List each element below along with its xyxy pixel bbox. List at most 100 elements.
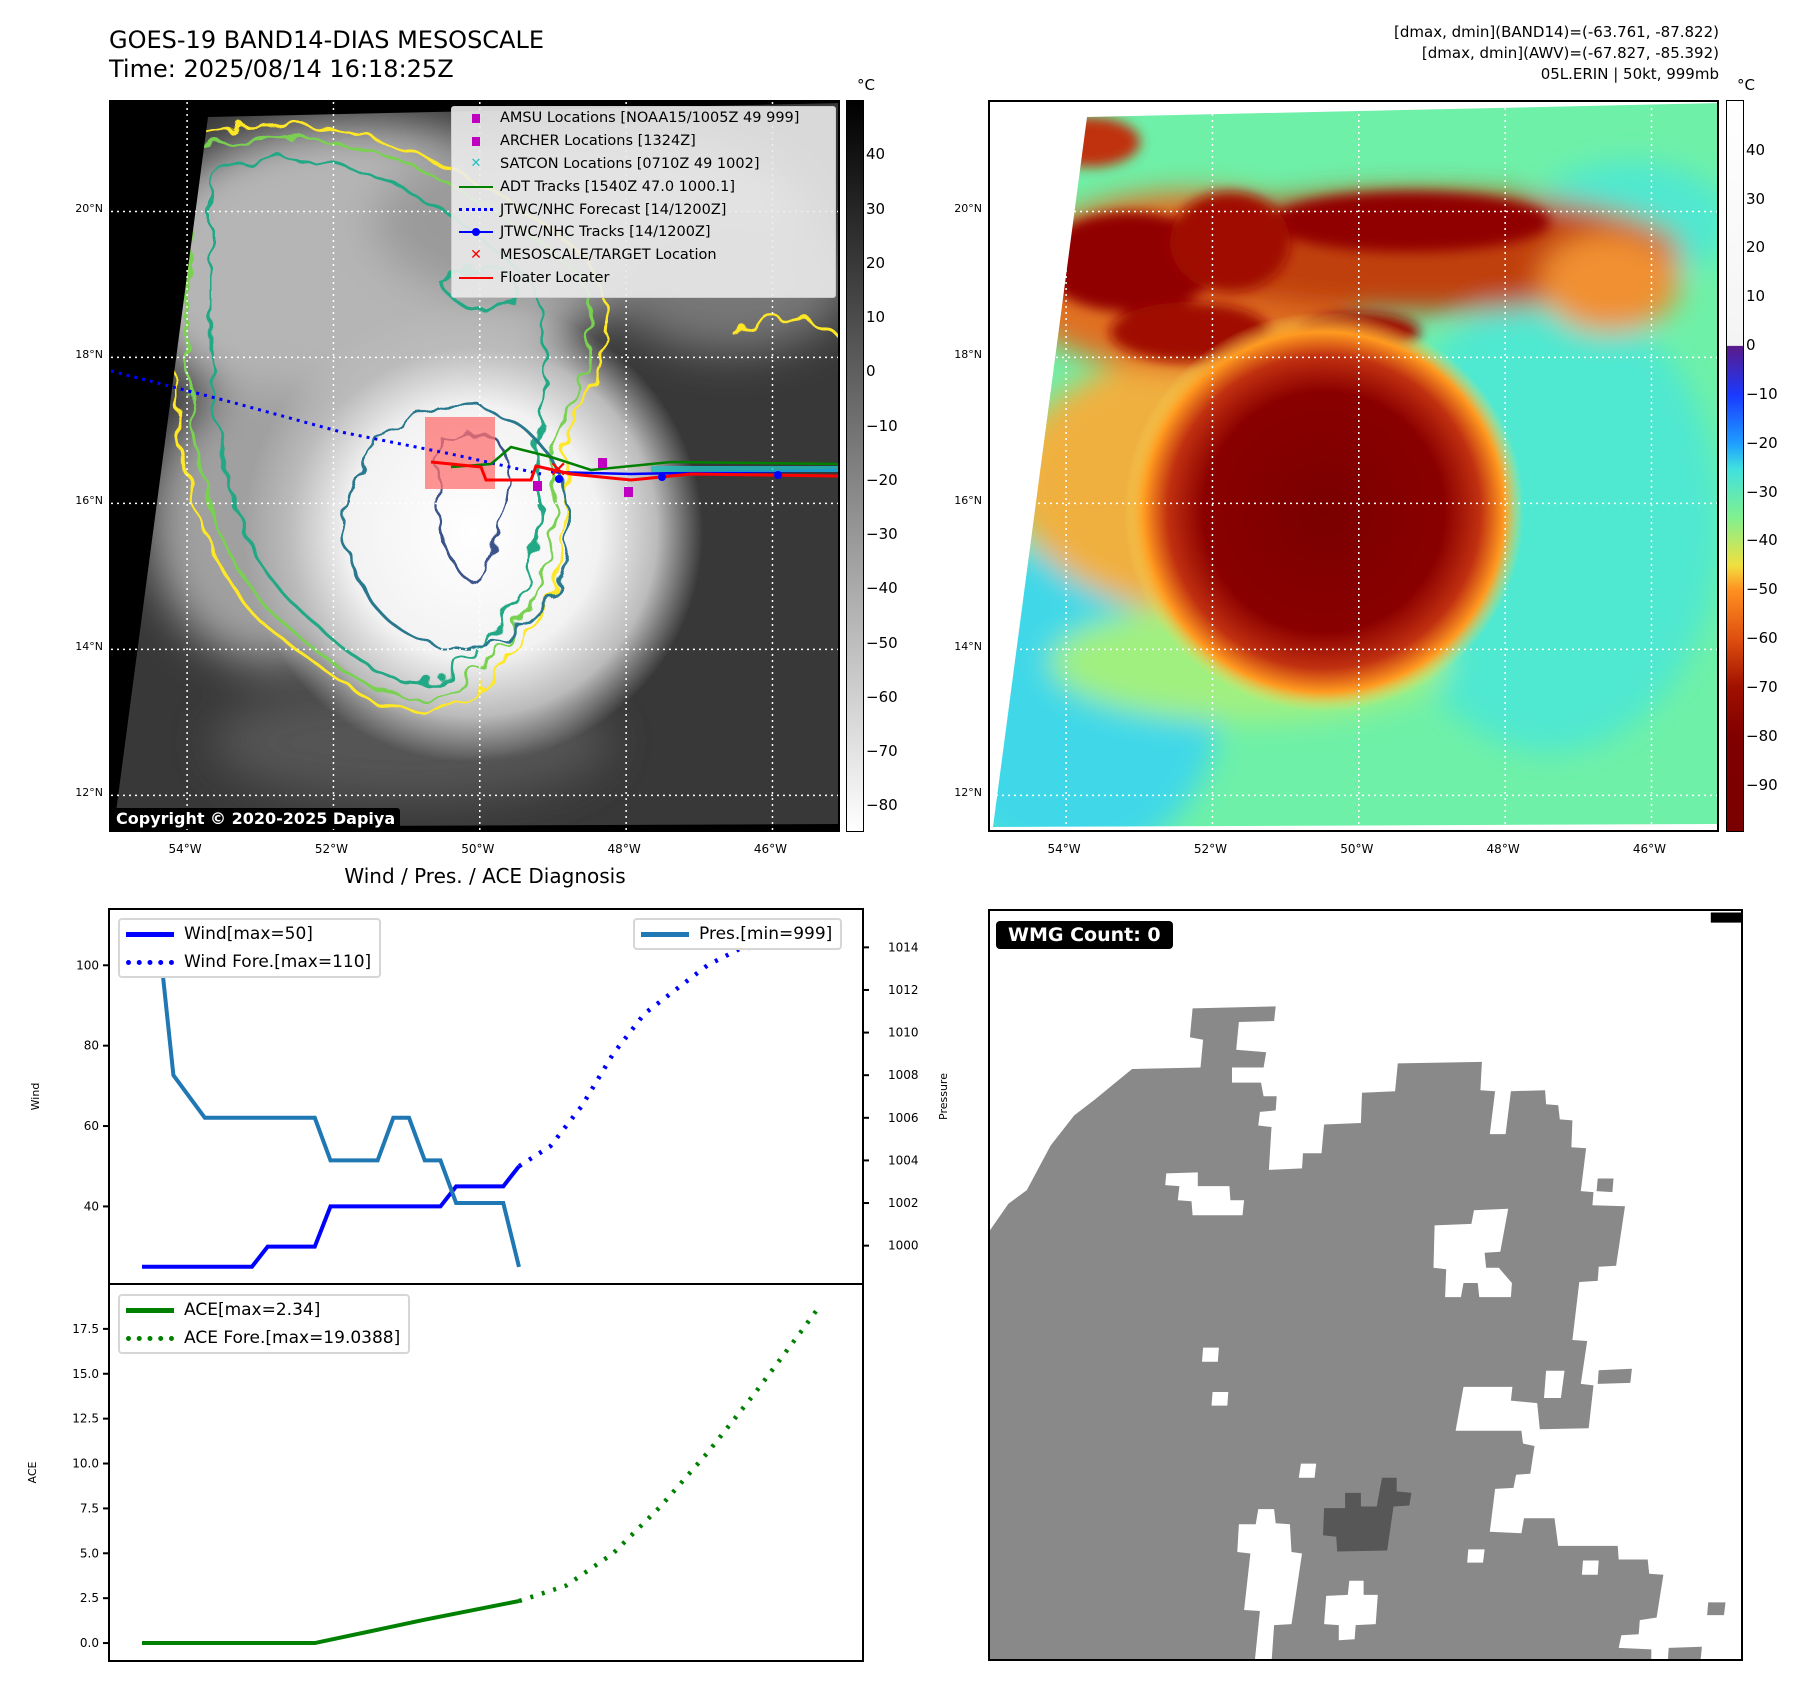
cyan-x-icon: ✕ — [470, 156, 482, 172]
legend-item: AMSU Locations [NOAA15/1005Z 49 999] — [452, 107, 835, 130]
legend-label: Wind Fore.[max=110] — [184, 952, 372, 972]
legend-item: ✕ MESOSCALE/TARGET Location — [452, 244, 835, 267]
lat-tick-label: 20°N — [954, 202, 982, 216]
chart-frame — [108, 1283, 864, 1662]
colorbar-tick-label: 10 — [1746, 287, 1766, 306]
colorbar-tick-label: −20 — [866, 470, 898, 489]
colorbar-tick-label: 20 — [1746, 238, 1766, 257]
y-tick-label: 17.5 — [72, 1322, 99, 1336]
lat-tick-label: 18°N — [75, 348, 103, 362]
y2-axis-label: Pressure — [937, 1073, 950, 1120]
colorbar-tick-label: 20 — [866, 253, 886, 272]
colorbar-tick-label: 40 — [866, 145, 886, 164]
series-aceline — [141, 1599, 520, 1646]
colorbar-unit: °C — [1737, 76, 1755, 94]
y-tick-label: 2.5 — [80, 1591, 99, 1605]
wmg-clear-patch — [1581, 1560, 1599, 1575]
colorbar-tick-label: −40 — [1746, 531, 1778, 550]
wmg-clear-patch — [1165, 1172, 1245, 1216]
legend-item: ARCHER Locations [1324Z] — [452, 130, 835, 153]
y-tick-label: 10.0 — [72, 1457, 99, 1471]
legend-wind-fore: Wind Fore.[max=110] — [120, 948, 379, 976]
lat-tick-label: 12°N — [954, 786, 982, 800]
colorbar-tick-label: 40 — [1746, 140, 1766, 159]
wmg-region — [990, 1006, 1664, 1659]
copyright-label: Copyright © 2020-2025 Dapiya — [111, 808, 401, 829]
colorbar-tick-label: −90 — [1746, 775, 1778, 794]
y2-tick-label: 1010 — [888, 1026, 919, 1040]
red-x-icon: ✕ — [470, 247, 482, 264]
legend-label: AMSU Locations [NOAA15/1005Z 49 999] — [500, 110, 800, 127]
y2-tick-label: 1000 — [888, 1239, 919, 1253]
lat-tick-label: 14°N — [75, 640, 103, 654]
green-line-icon — [452, 185, 500, 188]
legend-ace-fore: ACE Fore.[max=19.0388] — [120, 1324, 408, 1352]
lon-tick-label: 46°W — [1632, 842, 1667, 856]
info-storm: 05L.ERIN | 50kt, 999mb — [1540, 65, 1719, 83]
legend-label: ACE Fore.[max=19.0388] — [184, 1328, 401, 1348]
legend-wind: Wind[max=50] — [120, 920, 379, 948]
lat-tick-label: 16°N — [954, 494, 982, 508]
wind-legend: Wind[max=50] Wind Fore.[max=110] — [118, 918, 382, 978]
lon-tick-label: 52°W — [1193, 842, 1227, 856]
y-tick-label: 0.0 — [80, 1636, 99, 1650]
lon-tick-label: 50°W — [461, 842, 495, 856]
legend-item: ADT Tracks [1540Z 47.0 1000.1] — [452, 175, 835, 198]
blue-dotted-line-icon — [452, 208, 500, 212]
red-line-icon — [452, 276, 500, 279]
colorbar-tick-label: −80 — [866, 796, 898, 815]
y-tick-label: 15.0 — [72, 1367, 99, 1381]
wmg-clear-patch — [1202, 1347, 1219, 1362]
ir-color-map — [988, 100, 1719, 832]
y2-tick-label: 1008 — [888, 1068, 919, 1082]
legend-item: JTWC/NHC Tracks [14/1200Z] — [452, 221, 835, 244]
y-tick-label: 40 — [84, 1199, 99, 1213]
wmg-clear-patch — [1467, 1549, 1485, 1563]
lon-tick-label: 54°W — [168, 842, 202, 856]
colorbar-tick-label: 10 — [866, 308, 886, 327]
y2-tick-label: 1006 — [888, 1111, 919, 1125]
target-x-icon: ✕ — [549, 458, 567, 483]
lon-tick-label: 48°W — [1486, 842, 1520, 856]
info-band14: [dmax, dmin](BAND14)=(-63.761, -87.822) — [1394, 23, 1719, 41]
legend-item: JTWC/NHC Forecast [14/1200Z] — [452, 198, 835, 221]
colorbar-tick-label: −30 — [1746, 482, 1778, 501]
wmg-clear-patch — [1211, 1392, 1229, 1406]
wmg-clear-patch — [1324, 1580, 1378, 1641]
y2-tick-label: 1014 — [888, 940, 919, 954]
colorbar-tick-label: −80 — [1746, 726, 1778, 745]
y-axis-label: ACE — [26, 1461, 39, 1483]
intensity-info: [dmax, dmin](BAND14)=(-63.761, -87.822) … — [1394, 22, 1719, 85]
ace-legend: ACE[max=2.34] ACE Fore.[max=19.0388] — [118, 1294, 411, 1354]
legend-label: ACE[max=2.34] — [184, 1300, 321, 1320]
y-axis-label: Wind — [29, 1083, 42, 1111]
lat-tick-label: 18°N — [954, 348, 982, 362]
lat-tick-label: 14°N — [954, 640, 982, 654]
legend-label: JTWC/NHC Forecast [14/1200Z] — [500, 201, 727, 218]
lon-tick-label: 46°W — [753, 842, 788, 856]
legend-label: MESOSCALE/TARGET Location — [500, 247, 717, 264]
track-points — [555, 471, 782, 483]
legend-pressure: Pres.[min=999] — [635, 920, 840, 948]
adt-track — [450, 445, 838, 472]
lon-tick-label: 50°W — [1340, 842, 1374, 856]
series-wind-fore-line — [517, 942, 771, 1169]
legend-label: JTWC/NHC Tracks [14/1200Z] — [500, 224, 711, 241]
lon-tick-label: 54°W — [1047, 842, 1081, 856]
colorbar-tick-label: −70 — [1746, 677, 1778, 696]
lat-tick-label: 12°N — [75, 786, 103, 800]
series-ace-fore-line — [518, 1307, 820, 1604]
y-tick-label: 5.0 — [80, 1546, 99, 1560]
colorbar-tick-label: −20 — [1746, 433, 1778, 452]
legend-label: Wind[max=50] — [184, 924, 313, 944]
wmg-clear-patch — [1298, 1463, 1317, 1478]
series-windline — [141, 1165, 521, 1269]
diagnosis-title: Wind / Pres. / ACE Diagnosis — [344, 864, 626, 888]
colorbar-tick-label: 30 — [866, 199, 886, 218]
legend-label: ADT Tracks [1540Z 47.0 1000.1] — [500, 178, 736, 195]
legend-ace: ACE[max=2.34] — [120, 1296, 408, 1324]
colorbar-tick-label: −50 — [866, 633, 898, 652]
magenta-square-icon — [452, 136, 500, 146]
lat-tick-label: 16°N — [75, 494, 103, 508]
